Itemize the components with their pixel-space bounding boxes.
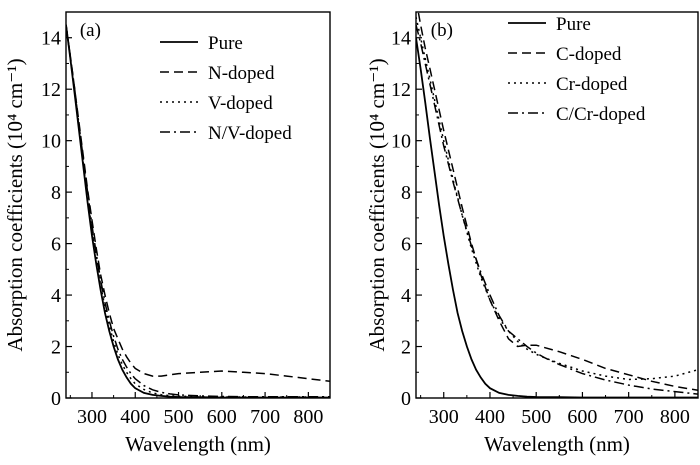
series-line-c-cr-doped	[416, 24, 698, 395]
y-tick-label: 10	[41, 131, 61, 153]
y-tick-label: 8	[51, 182, 61, 204]
y-tick-label: 6	[401, 234, 411, 256]
legend-label: C/Cr-doped	[556, 104, 646, 125]
legend: Pure C-doped Cr-doped C/Cr-doped	[508, 14, 646, 125]
legend-label: Pure	[556, 14, 591, 35]
y-tick-label: 2	[51, 337, 61, 359]
plot-frame	[65, 11, 331, 399]
y-tick-label: 0	[401, 388, 411, 410]
y-axis-title: Absorption coefficients (10⁴ cm⁻¹)	[3, 58, 27, 351]
x-tick-label: 400	[475, 406, 505, 428]
x-tick-label: 300	[77, 406, 107, 428]
y-tick-label: 10	[391, 131, 411, 153]
series-line-n-v-doped	[66, 24, 330, 398]
y-tick-label: 8	[401, 182, 411, 204]
x-tick-label: 500	[521, 406, 551, 428]
panel-a: 300 400 500 600 700 800 0 2 4 6 8 10 12 14 Wavelength …	[3, 11, 331, 456]
legend-label: N/V-doped	[208, 123, 292, 144]
legend-label: Pure	[208, 33, 243, 54]
legend-label: C-doped	[556, 44, 622, 65]
x-tick-label: 600	[207, 406, 237, 428]
x-tick-label: 500	[164, 406, 194, 428]
panel-b: 300 400 500 600 700 800 0 2 4 6 8 10 12 14 Wavelength …	[365, 11, 699, 456]
series-line-v-doped	[66, 24, 330, 398]
y-tick-label: 4	[51, 285, 61, 307]
series-line-n-doped	[66, 24, 330, 383]
x-tick-label: 700	[614, 406, 644, 428]
legend-label: N-doped	[208, 63, 275, 84]
x-tick-label: 400	[120, 406, 150, 428]
panel-label: (b)	[431, 20, 453, 41]
y-tick-label: 14	[41, 28, 61, 50]
x-axis-title: Wavelength (nm)	[484, 432, 630, 456]
series-line-cr-doped	[416, 16, 698, 381]
legend-label: V-doped	[208, 93, 273, 114]
y-tick-label: 12	[41, 79, 61, 101]
y-tick-label: 6	[51, 234, 61, 256]
x-tick-label: 600	[567, 406, 597, 428]
series-line-pure	[66, 24, 330, 398]
plot-frame	[415, 11, 699, 399]
y-tick-label: 0	[51, 388, 61, 410]
y-tick-label: 2	[401, 337, 411, 359]
y-axis-title: Absorption coefficients (10⁴ cm⁻¹)	[365, 58, 389, 351]
y-tick-label: 4	[401, 285, 411, 307]
panel-label: (a)	[80, 20, 101, 41]
x-tick-label: 700	[250, 406, 280, 428]
series-line-c-doped	[417, 12, 698, 392]
series-group	[66, 24, 330, 398]
x-tick-label: 800	[660, 406, 690, 428]
legend-label: Cr-doped	[556, 74, 628, 95]
x-tick-label: 300	[429, 406, 459, 428]
x-tick-label: 800	[293, 406, 323, 428]
x-axis-title: Wavelength (nm)	[125, 432, 271, 456]
legend: Pure N-doped V-doped N/V-doped	[160, 33, 292, 144]
y-tick-label: 12	[391, 79, 411, 101]
y-tick-label: 14	[391, 28, 411, 50]
